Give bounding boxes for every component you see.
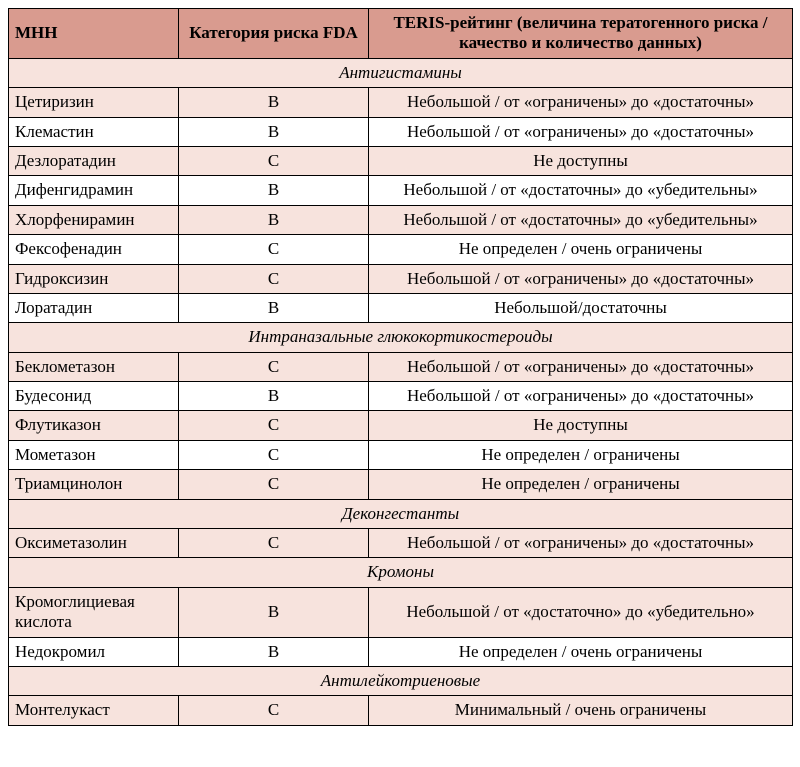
cell-mnn: Гидроксизин bbox=[9, 264, 179, 293]
cell-teris: Небольшой / от «ограничены» до «достаточ… bbox=[369, 88, 793, 117]
cell-teris: Небольшой / от «ограничены» до «достаточ… bbox=[369, 382, 793, 411]
cell-teris: Не определен / очень ограничены bbox=[369, 235, 793, 264]
drug-risk-table: МНН Категория риска FDA TERIS-рейтинг (в… bbox=[8, 8, 793, 726]
cell-fda: C bbox=[179, 470, 369, 499]
section-title: Антигистамины bbox=[9, 58, 793, 87]
cell-mnn: Флутиказон bbox=[9, 411, 179, 440]
cell-fda: C bbox=[179, 264, 369, 293]
table-row: ДезлоратадинCНе доступны bbox=[9, 146, 793, 175]
cell-mnn: Клемастин bbox=[9, 117, 179, 146]
cell-teris: Небольшой / от «достаточны» до «убедител… bbox=[369, 205, 793, 234]
cell-fda: B bbox=[179, 293, 369, 322]
section-title: Антилейкотриеновые bbox=[9, 666, 793, 695]
table-row: ЦетиризинBНебольшой / от «ограничены» до… bbox=[9, 88, 793, 117]
cell-fda: B bbox=[179, 587, 369, 637]
cell-teris: Небольшой/достаточны bbox=[369, 293, 793, 322]
cell-teris: Не доступны bbox=[369, 411, 793, 440]
cell-fda: C bbox=[179, 411, 369, 440]
cell-mnn: Мометазон bbox=[9, 440, 179, 469]
cell-teris: Не определен / ограничены bbox=[369, 470, 793, 499]
cell-mnn: Хлорфенирамин bbox=[9, 205, 179, 234]
cell-teris: Небольшой / от «ограничены» до «достаточ… bbox=[369, 529, 793, 558]
header-row: МНН Категория риска FDA TERIS-рейтинг (в… bbox=[9, 9, 793, 59]
header-fda: Категория риска FDA bbox=[179, 9, 369, 59]
section-title: Интраназальные глюкокортикостероиды bbox=[9, 323, 793, 352]
cell-mnn: Триамцинолон bbox=[9, 470, 179, 499]
table-row: БудесонидBНебольшой / от «ограничены» до… bbox=[9, 382, 793, 411]
cell-fda: B bbox=[179, 176, 369, 205]
cell-fda: C bbox=[179, 146, 369, 175]
table-row: ДифенгидраминBНебольшой / от «достаточны… bbox=[9, 176, 793, 205]
cell-mnn: Кромоглициевая кислота bbox=[9, 587, 179, 637]
table-row: КлемастинBНебольшой / от «ограничены» до… bbox=[9, 117, 793, 146]
cell-fda: B bbox=[179, 205, 369, 234]
table-body: АнтигистаминыЦетиризинBНебольшой / от «о… bbox=[9, 58, 793, 725]
table-row: Кромоглициевая кислотаBНебольшой / от «д… bbox=[9, 587, 793, 637]
table-row: МометазонCНе определен / ограничены bbox=[9, 440, 793, 469]
cell-fda: B bbox=[179, 382, 369, 411]
section-title-row: Антилейкотриеновые bbox=[9, 666, 793, 695]
cell-mnn: Дифенгидрамин bbox=[9, 176, 179, 205]
table-row: ФлутиказонCНе доступны bbox=[9, 411, 793, 440]
cell-fda: B bbox=[179, 88, 369, 117]
cell-fda: B bbox=[179, 117, 369, 146]
cell-mnn: Беклометазон bbox=[9, 352, 179, 381]
cell-fda: B bbox=[179, 637, 369, 666]
cell-mnn: Цетиризин bbox=[9, 88, 179, 117]
section-title-row: Деконгестанты bbox=[9, 499, 793, 528]
cell-mnn: Будесонид bbox=[9, 382, 179, 411]
cell-teris: Небольшой / от «достаточно» до «убедител… bbox=[369, 587, 793, 637]
section-title-row: Интраназальные глюкокортикостероиды bbox=[9, 323, 793, 352]
cell-teris: Минимальный / очень ограничены bbox=[369, 696, 793, 725]
table-row: ОксиметазолинCНебольшой / от «ограничены… bbox=[9, 529, 793, 558]
table-row: ФексофенадинCНе определен / очень ограни… bbox=[9, 235, 793, 264]
table-row: МонтелукастCМинимальный / очень ограниче… bbox=[9, 696, 793, 725]
section-title-row: Кромоны bbox=[9, 558, 793, 587]
section-title: Деконгестанты bbox=[9, 499, 793, 528]
cell-mnn: Недокромил bbox=[9, 637, 179, 666]
cell-teris: Небольшой / от «достаточны» до «убедител… bbox=[369, 176, 793, 205]
cell-fda: C bbox=[179, 352, 369, 381]
cell-fda: C bbox=[179, 440, 369, 469]
cell-fda: C bbox=[179, 529, 369, 558]
table-row: НедокромилBНе определен / очень ограниче… bbox=[9, 637, 793, 666]
header-mnn: МНН bbox=[9, 9, 179, 59]
cell-teris: Не определен / очень ограничены bbox=[369, 637, 793, 666]
cell-fda: C bbox=[179, 696, 369, 725]
cell-teris: Не определен / ограничены bbox=[369, 440, 793, 469]
section-title-row: Антигистамины bbox=[9, 58, 793, 87]
cell-mnn: Лоратадин bbox=[9, 293, 179, 322]
table-row: БеклометазонCНебольшой / от «ограничены»… bbox=[9, 352, 793, 381]
table-row: ГидроксизинCНебольшой / от «ограничены» … bbox=[9, 264, 793, 293]
table-row: ЛоратадинBНебольшой/достаточны bbox=[9, 293, 793, 322]
cell-teris: Небольшой / от «ограничены» до «достаточ… bbox=[369, 264, 793, 293]
cell-mnn: Дезлоратадин bbox=[9, 146, 179, 175]
cell-mnn: Оксиметазолин bbox=[9, 529, 179, 558]
header-teris: TERIS-рейтинг (величина тератогенного ри… bbox=[369, 9, 793, 59]
cell-mnn: Монтелукаст bbox=[9, 696, 179, 725]
cell-teris: Небольшой / от «ограничены» до «достаточ… bbox=[369, 352, 793, 381]
table-row: ТриамцинолонCНе определен / ограничены bbox=[9, 470, 793, 499]
cell-mnn: Фексофенадин bbox=[9, 235, 179, 264]
cell-teris: Небольшой / от «ограничены» до «достаточ… bbox=[369, 117, 793, 146]
table-row: ХлорфенираминBНебольшой / от «достаточны… bbox=[9, 205, 793, 234]
section-title: Кромоны bbox=[9, 558, 793, 587]
cell-fda: C bbox=[179, 235, 369, 264]
cell-teris: Не доступны bbox=[369, 146, 793, 175]
